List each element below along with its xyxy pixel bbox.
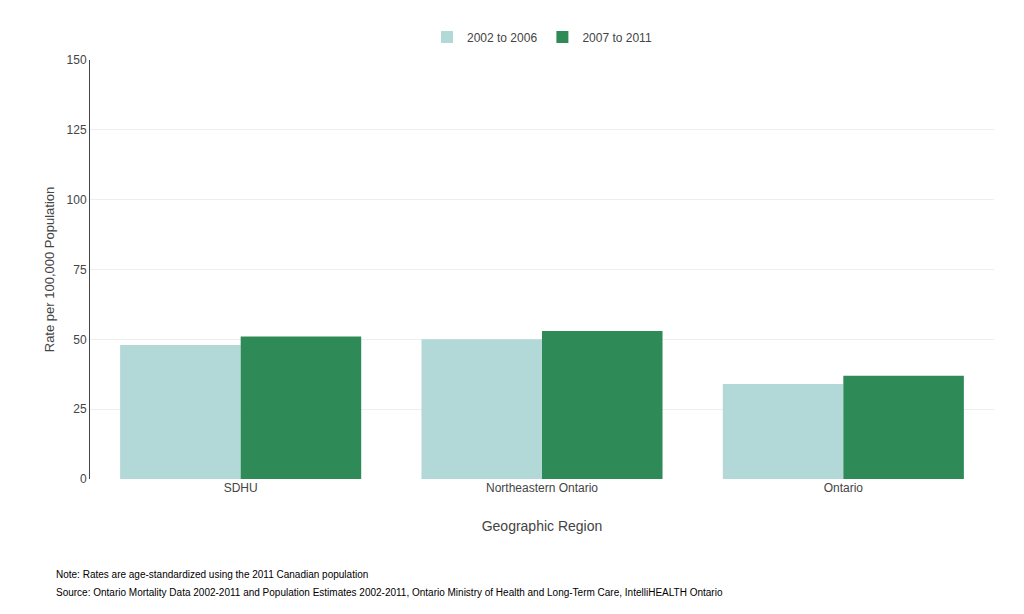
svg-text:75: 75 [73,263,87,277]
svg-text:Rate per 100,000 Population: Rate per 100,000 Population [42,187,57,353]
svg-text:125: 125 [67,123,87,137]
svg-text:Source: Ontario Mortality Data: Source: Ontario Mortality Data 2002-2011… [56,587,723,598]
svg-text:SDHU: SDHU [224,481,258,495]
svg-text:25: 25 [73,402,87,416]
svg-text:2007 to 2011: 2007 to 2011 [582,31,652,45]
svg-text:0: 0 [80,472,87,486]
svg-text:Northeastern Ontario: Northeastern Ontario [486,481,598,495]
svg-text:Note: Rates are age-standardiz: Note: Rates are age-standardized using t… [56,569,368,580]
svg-text:50: 50 [73,333,87,347]
svg-text:Geographic Region: Geographic Region [482,518,603,534]
svg-text:150: 150 [67,53,87,67]
svg-text:100: 100 [67,193,87,207]
svg-text:Ontario: Ontario [824,481,864,495]
svg-text:2002 to 2006: 2002 to 2006 [467,31,537,45]
